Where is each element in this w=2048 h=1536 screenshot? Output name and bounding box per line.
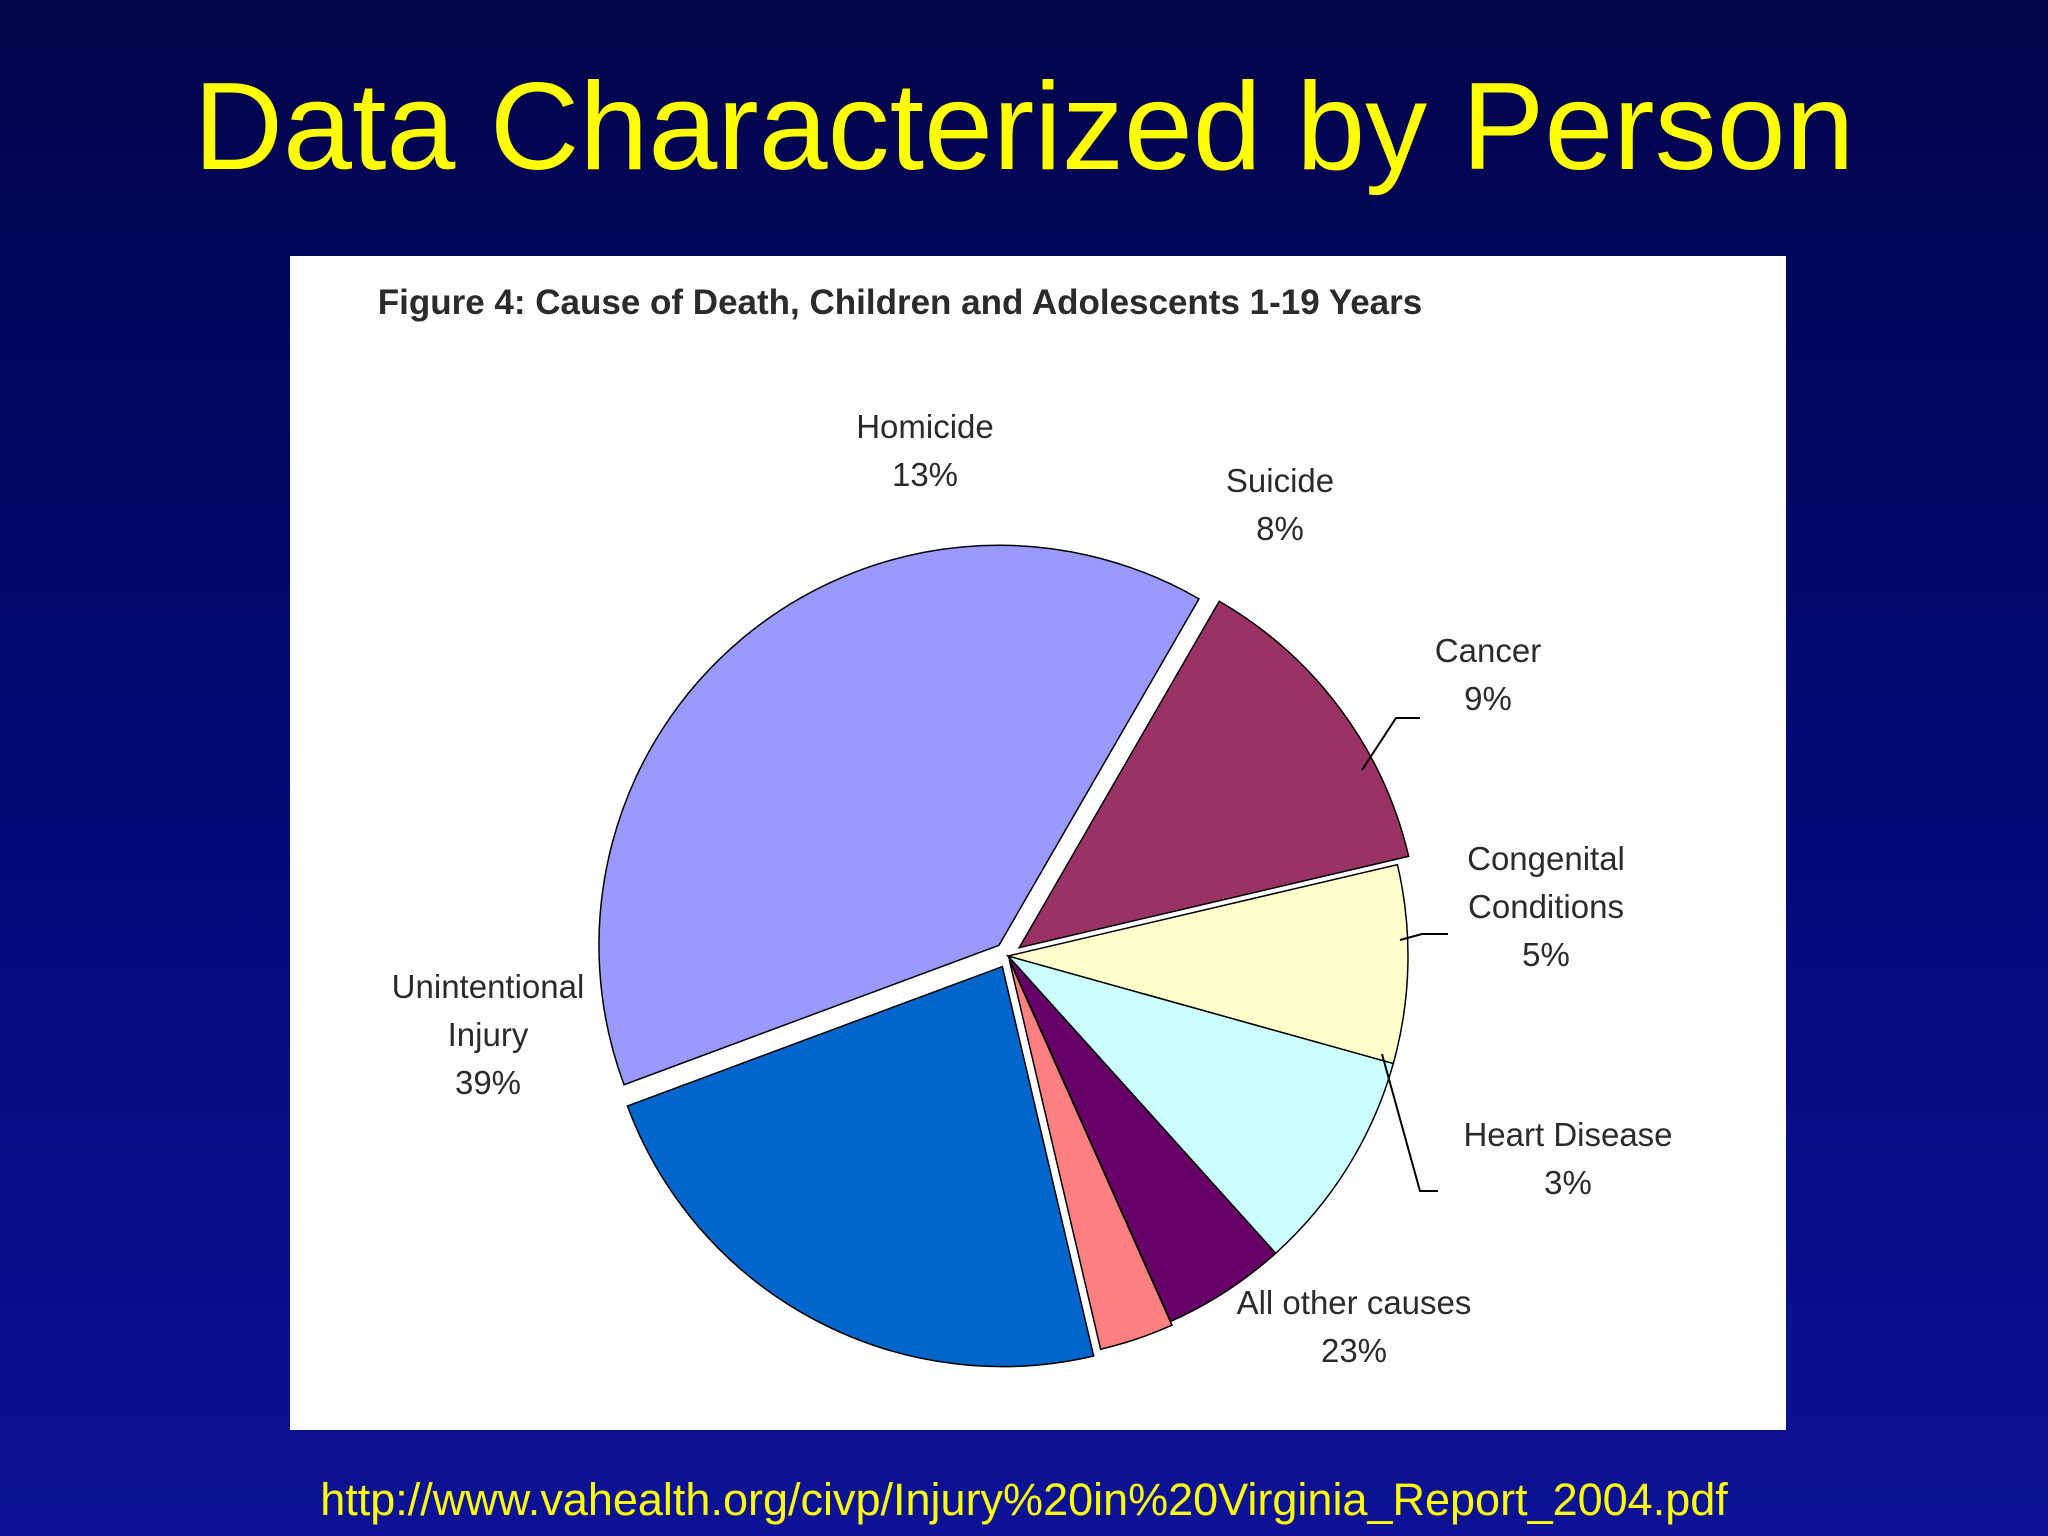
leader-lines xyxy=(1361,717,1448,1192)
pie-slices xyxy=(598,544,1410,1368)
pie-slice-suicide xyxy=(1007,863,1409,1065)
pie-slice-all-other-causes xyxy=(626,965,1095,1368)
slice-label-all-other-causes: All other causes 23% xyxy=(1237,1284,1472,1369)
pie-slice-homicide xyxy=(1017,600,1410,949)
leader-line-heart-disease xyxy=(1381,1053,1438,1192)
pie-chart: Figure 4: Cause of Death, Children and A… xyxy=(378,283,1673,1369)
slice-label-suicide: Suicide 8% xyxy=(1226,462,1334,547)
pie-chart-figure: Figure 4: Cause of Death, Children and A… xyxy=(290,256,1786,1430)
chart-title: Figure 4: Cause of Death, Children and A… xyxy=(378,283,1422,322)
slice-label-congenital-conditions: Congenital Conditions 5% xyxy=(1467,840,1625,973)
slice-labels: Homicide 13% Suicide 8% Cancer 9% Congenital Co… xyxy=(392,408,1673,1369)
pie-slice-unintentional-injury xyxy=(598,544,1200,1086)
leader-line-congenital-conditions xyxy=(1399,933,1448,941)
source-url-link[interactable]: http://www.vahealth.org/civp/Injury%20in… xyxy=(320,1474,1728,1525)
leader-line-cancer xyxy=(1361,717,1420,771)
pie-slice-heart-disease xyxy=(1008,959,1173,1351)
slide-title: Data Characterized by Person xyxy=(193,58,1855,196)
slice-label-cancer: Cancer 9% xyxy=(1435,632,1541,717)
slice-label-homicide: Homicide 13% xyxy=(856,408,994,493)
slice-label-heart-disease: Heart Disease 3% xyxy=(1463,1116,1672,1201)
slice-label-unintentional-injury: Unintentional Injury 39% xyxy=(392,968,585,1101)
